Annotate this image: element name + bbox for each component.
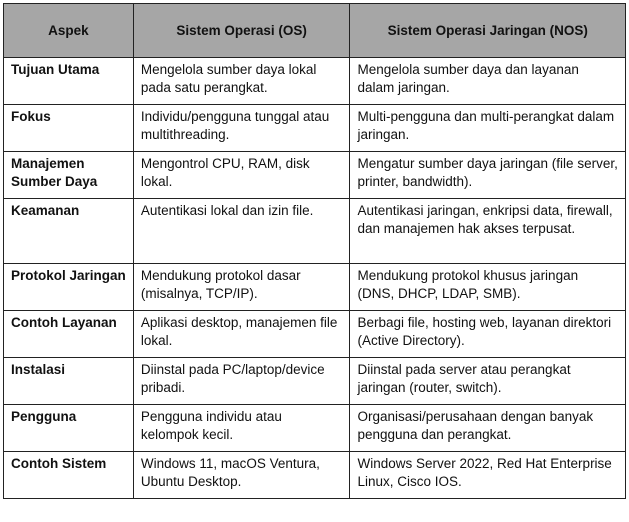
os-cell: Pengguna individu atau kelompok kecil. bbox=[132, 404, 351, 452]
os-cell: Aplikasi desktop, manajemen file lokal. bbox=[132, 310, 351, 358]
nos-cell: Diinstal pada server atau perangkat jari… bbox=[349, 357, 626, 405]
os-cell: Autentikasi lokal dan izin file. bbox=[132, 198, 351, 264]
nos-cell: Mengatur sumber daya jaringan (file serv… bbox=[349, 151, 626, 199]
table-row: Fokus Individu/pengguna tunggal atau mult… bbox=[3, 104, 626, 152]
nos-cell: Windows Server 2022, Red Hat Enterprise … bbox=[349, 451, 626, 499]
nos-cell: Berbagi file, hosting web, layanan direk… bbox=[349, 310, 626, 358]
comparison-table: Aspek Sistem Operasi (OS) Sistem Operasi… bbox=[3, 3, 626, 499]
header-nos: Sistem Operasi Jaringan (NOS) bbox=[349, 3, 626, 58]
os-cell: Individu/pengguna tunggal atau multithre… bbox=[132, 104, 351, 152]
nos-cell: Mendukung protokol khusus jaringan (DNS,… bbox=[349, 263, 626, 311]
os-cell: Diinstal pada PC/laptop/device pribadi. bbox=[132, 357, 351, 405]
aspek-cell: Fokus bbox=[3, 104, 134, 152]
header-os: Sistem Operasi (OS) bbox=[132, 3, 351, 58]
table-row: Tujuan Utama Mengelola sumber daya lokal … bbox=[3, 57, 626, 105]
nos-cell: Mengelola sumber daya dan layanan dalam … bbox=[349, 57, 626, 105]
table-row: Manajemen Sumber Daya Mengontrol CPU, RAM… bbox=[3, 151, 626, 199]
header-row: Aspek Sistem Operasi (OS) Sistem Operasi… bbox=[3, 3, 626, 58]
os-cell: Mendukung protokol dasar (misalnya, TCP/… bbox=[132, 263, 351, 311]
aspek-cell: Protokol Jaringan bbox=[3, 263, 134, 311]
table-row: Contoh Sistem Windows 11, macOS Ventura, … bbox=[3, 451, 626, 499]
table-row: Pengguna Pengguna individu atau kelompok … bbox=[3, 404, 626, 452]
header-aspek: Aspek bbox=[3, 3, 134, 58]
os-cell: Windows 11, macOS Ventura, Ubuntu Deskto… bbox=[132, 451, 351, 499]
aspek-cell: Manajemen Sumber Daya bbox=[3, 151, 134, 199]
table-row: Protokol Jaringan Mendukung protokol dasa… bbox=[3, 263, 626, 311]
aspek-cell: Pengguna bbox=[3, 404, 134, 452]
aspek-cell: Tujuan Utama bbox=[3, 57, 134, 105]
table-row: Instalasi Diinstal pada PC/laptop/device … bbox=[3, 357, 626, 405]
nos-cell: Autentikasi jaringan, enkripsi data, fir… bbox=[349, 198, 626, 264]
os-cell: Mengelola sumber daya lokal pada satu pe… bbox=[132, 57, 351, 105]
nos-cell: Multi-pengguna dan multi-perangkat dalam… bbox=[349, 104, 626, 152]
aspek-cell: Contoh Sistem bbox=[3, 451, 134, 499]
aspek-cell: Contoh Layanan bbox=[3, 310, 134, 358]
aspek-cell: Instalasi bbox=[3, 357, 134, 405]
nos-cell: Organisasi/perusahaan dengan banyak peng… bbox=[349, 404, 626, 452]
os-cell: Mengontrol CPU, RAM, disk lokal. bbox=[132, 151, 351, 199]
aspek-cell: Keamanan bbox=[3, 198, 134, 264]
table-row: Keamanan Autentikasi lokal dan izin file.… bbox=[3, 198, 626, 264]
table-row: Contoh Layanan Aplikasi desktop, manajeme… bbox=[3, 310, 626, 358]
